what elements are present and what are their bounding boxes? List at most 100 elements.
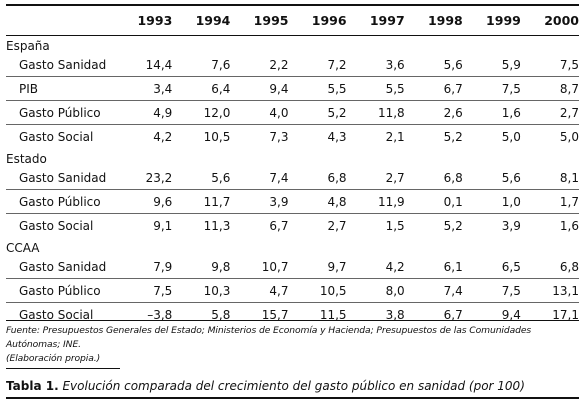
value-cell: 5,8 [211,307,231,322]
value-cell: 4,3 [327,129,347,144]
value-cell: 7,2 [288,53,347,77]
table-bottom-rule [6,320,579,321]
caption-number: Tabla 1. [6,379,59,393]
source-note: Fuente: Presupuestos Generales del Estad… [6,324,579,366]
table-row: Gasto Sanidad 14,4 7,6 2,2 7,2 3,6 5,6 5,9 7,5 [6,53,579,77]
table-row: Gasto Sanidad 23,2 5,6 7,4 6,8 2,7 6,8 5,6 8,1 [6,166,579,190]
header-cell-year: 1997 [369,13,405,28]
value-cell: 4,9 [114,100,173,125]
row-label: Gasto Sanidad [6,53,115,77]
section-row: Estado [6,148,579,166]
value-cell: 10,3 [172,278,231,303]
table-row: Gasto Sanidad 7,9 9,8 10,7 9,7 4,2 6,1 6,5 6,8 [6,255,579,279]
row-label: Gasto Público [6,100,115,125]
growth-table: 1993 1994 1995 1996 1997 1998 1999 2000 … [6,6,579,326]
value-cell: 4,2 [346,255,405,279]
header-row: 1993 1994 1995 1996 1997 1998 1999 2000 [6,6,579,35]
value-cell: 1,6 [462,100,521,125]
header-cell-year: 1998 [427,13,463,28]
row-label: Gasto Público [6,278,115,303]
value-cell: 5,5 [346,76,405,101]
value-cell: –3,8 [147,307,173,322]
value-cell: 7,5 [462,76,521,101]
value-cell: 5,9 [462,53,521,77]
value-cell: 4,2 [153,129,173,144]
row-label: Gasto Público [6,189,115,214]
section-title: CCAA [6,241,40,255]
header-cell-year: 1995 [253,13,289,28]
value-cell: 3,9 [230,189,289,214]
table-header: 1993 1994 1995 1996 1997 1998 1999 2000 [6,6,579,35]
table-row: Gasto Social –3,8 5,8 15,7 11,5 3,8 6,7 9,4 17,1 [6,303,579,327]
header-cell-year: 1994 [195,13,231,28]
source-line: (Elaboración propia.) [6,353,101,364]
value-cell: 6,5 [462,255,521,279]
value-cell: 5,2 [443,218,463,233]
value-cell: 13,1 [520,278,579,303]
table-row: Gasto Público 7,5 10,3 4,7 10,5 8,0 7,4 7,5 13,1 [6,278,579,303]
value-cell: 10,5 [288,278,347,303]
value-cell: 9,4 [230,76,289,101]
value-cell: 4,7 [230,278,289,303]
value-cell: 3,9 [501,218,521,233]
value-cell: 23,2 [114,166,173,190]
table-row: Gasto Público 9,6 11,7 3,9 4,8 11,9 0,1 1,0 1,7 [6,189,579,214]
row-label: PIB [6,76,115,101]
value-cell: 11,5 [319,307,347,322]
value-cell: 2,7 [327,218,347,233]
value-cell: 5,6 [172,166,231,190]
header-cell-year: 2000 [544,13,579,28]
value-cell: 5,5 [288,76,347,101]
row-label: Gasto Social [19,129,94,144]
value-cell: 7,5 [462,278,521,303]
row-label: Gasto Social [19,307,94,322]
table-row: PIB 3,4 6,4 9,4 5,5 5,5 6,7 7,5 8,7 [6,76,579,101]
header-cell-year: 1993 [137,13,173,28]
value-cell: 9,1 [153,218,173,233]
row-label: Gasto Sanidad [6,166,115,190]
value-cell: 6,8 [288,166,347,190]
value-cell: 2,1 [385,129,405,144]
caption-short-rule [6,368,120,369]
value-cell: 9,7 [288,255,347,279]
value-cell: 15,7 [261,307,289,322]
value-cell: 5,0 [559,129,579,144]
value-cell: 11,9 [346,189,405,214]
caption-text: Evolución comparada del crecimiento del … [62,379,525,393]
value-cell: 3,6 [346,53,405,77]
value-cell: 5,6 [404,53,463,77]
value-cell: 6,7 [443,307,463,322]
value-cell: 1,5 [385,218,405,233]
value-cell: 6,4 [172,76,231,101]
value-cell: 7,9 [114,255,173,279]
value-cell: 12,0 [172,100,231,125]
value-cell: 3,4 [114,76,173,101]
value-cell: 0,1 [404,189,463,214]
value-cell: 3,8 [385,307,405,322]
table-row: Gasto Social 9,1 11,3 6,7 2,7 1,5 5,2 3,9 1,6 [6,214,579,238]
header-cell-year: 1996 [311,13,347,28]
value-cell: 8,0 [346,278,405,303]
value-cell: 4,8 [288,189,347,214]
value-cell: 2,2 [230,53,289,77]
value-cell: 5,0 [501,129,521,144]
value-cell: 1,0 [462,189,521,214]
value-cell: 1,7 [520,189,579,214]
table-body: España Gasto Sanidad 14,4 7,6 2,2 7,2 3,6 5,6 5,… [6,35,579,326]
value-cell: 5,2 [288,100,347,125]
value-cell: 8,1 [520,166,579,190]
row-label: Gasto Social [19,218,94,233]
value-cell: 9,8 [172,255,231,279]
table-row: Gasto Público 4,9 12,0 4,0 5,2 11,8 2,6 1,6 2,7 [6,100,579,125]
value-cell: 4,0 [230,100,289,125]
caption-bottom-rule [6,397,579,399]
value-cell: 6,8 [404,166,463,190]
section-title: Estado [6,152,47,166]
value-cell: 11,8 [346,100,405,125]
header-cell-label [6,6,114,35]
value-cell: 5,6 [462,166,521,190]
value-cell: 6,7 [269,218,289,233]
value-cell: 7,5 [114,278,173,303]
row-label: Gasto Sanidad [6,255,115,279]
value-cell: 7,4 [230,166,289,190]
